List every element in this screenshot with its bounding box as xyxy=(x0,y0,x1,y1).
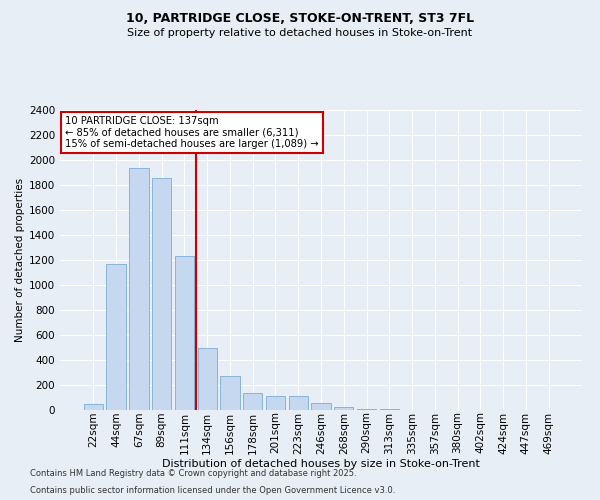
Bar xyxy=(129,168,149,410)
Bar xyxy=(84,404,103,410)
Bar xyxy=(357,409,376,410)
Bar xyxy=(220,376,239,410)
Bar xyxy=(289,396,308,410)
Bar xyxy=(106,264,126,410)
Text: Contains HM Land Registry data © Crown copyright and database right 2025.: Contains HM Land Registry data © Crown c… xyxy=(30,468,356,477)
Text: 10, PARTRIDGE CLOSE, STOKE-ON-TRENT, ST3 7FL: 10, PARTRIDGE CLOSE, STOKE-ON-TRENT, ST3… xyxy=(126,12,474,26)
Text: 10 PARTRIDGE CLOSE: 137sqm
← 85% of detached houses are smaller (6,311)
15% of s: 10 PARTRIDGE CLOSE: 137sqm ← 85% of deta… xyxy=(65,116,319,149)
Bar xyxy=(197,348,217,410)
Bar xyxy=(243,392,262,410)
X-axis label: Distribution of detached houses by size in Stoke-on-Trent: Distribution of detached houses by size … xyxy=(162,459,480,469)
Bar xyxy=(311,402,331,410)
Bar xyxy=(152,178,172,410)
Bar xyxy=(334,407,353,410)
Y-axis label: Number of detached properties: Number of detached properties xyxy=(15,178,25,342)
Bar xyxy=(266,396,285,410)
Text: Size of property relative to detached houses in Stoke-on-Trent: Size of property relative to detached ho… xyxy=(127,28,473,38)
Bar xyxy=(175,256,194,410)
Text: Contains public sector information licensed under the Open Government Licence v3: Contains public sector information licen… xyxy=(30,486,395,495)
